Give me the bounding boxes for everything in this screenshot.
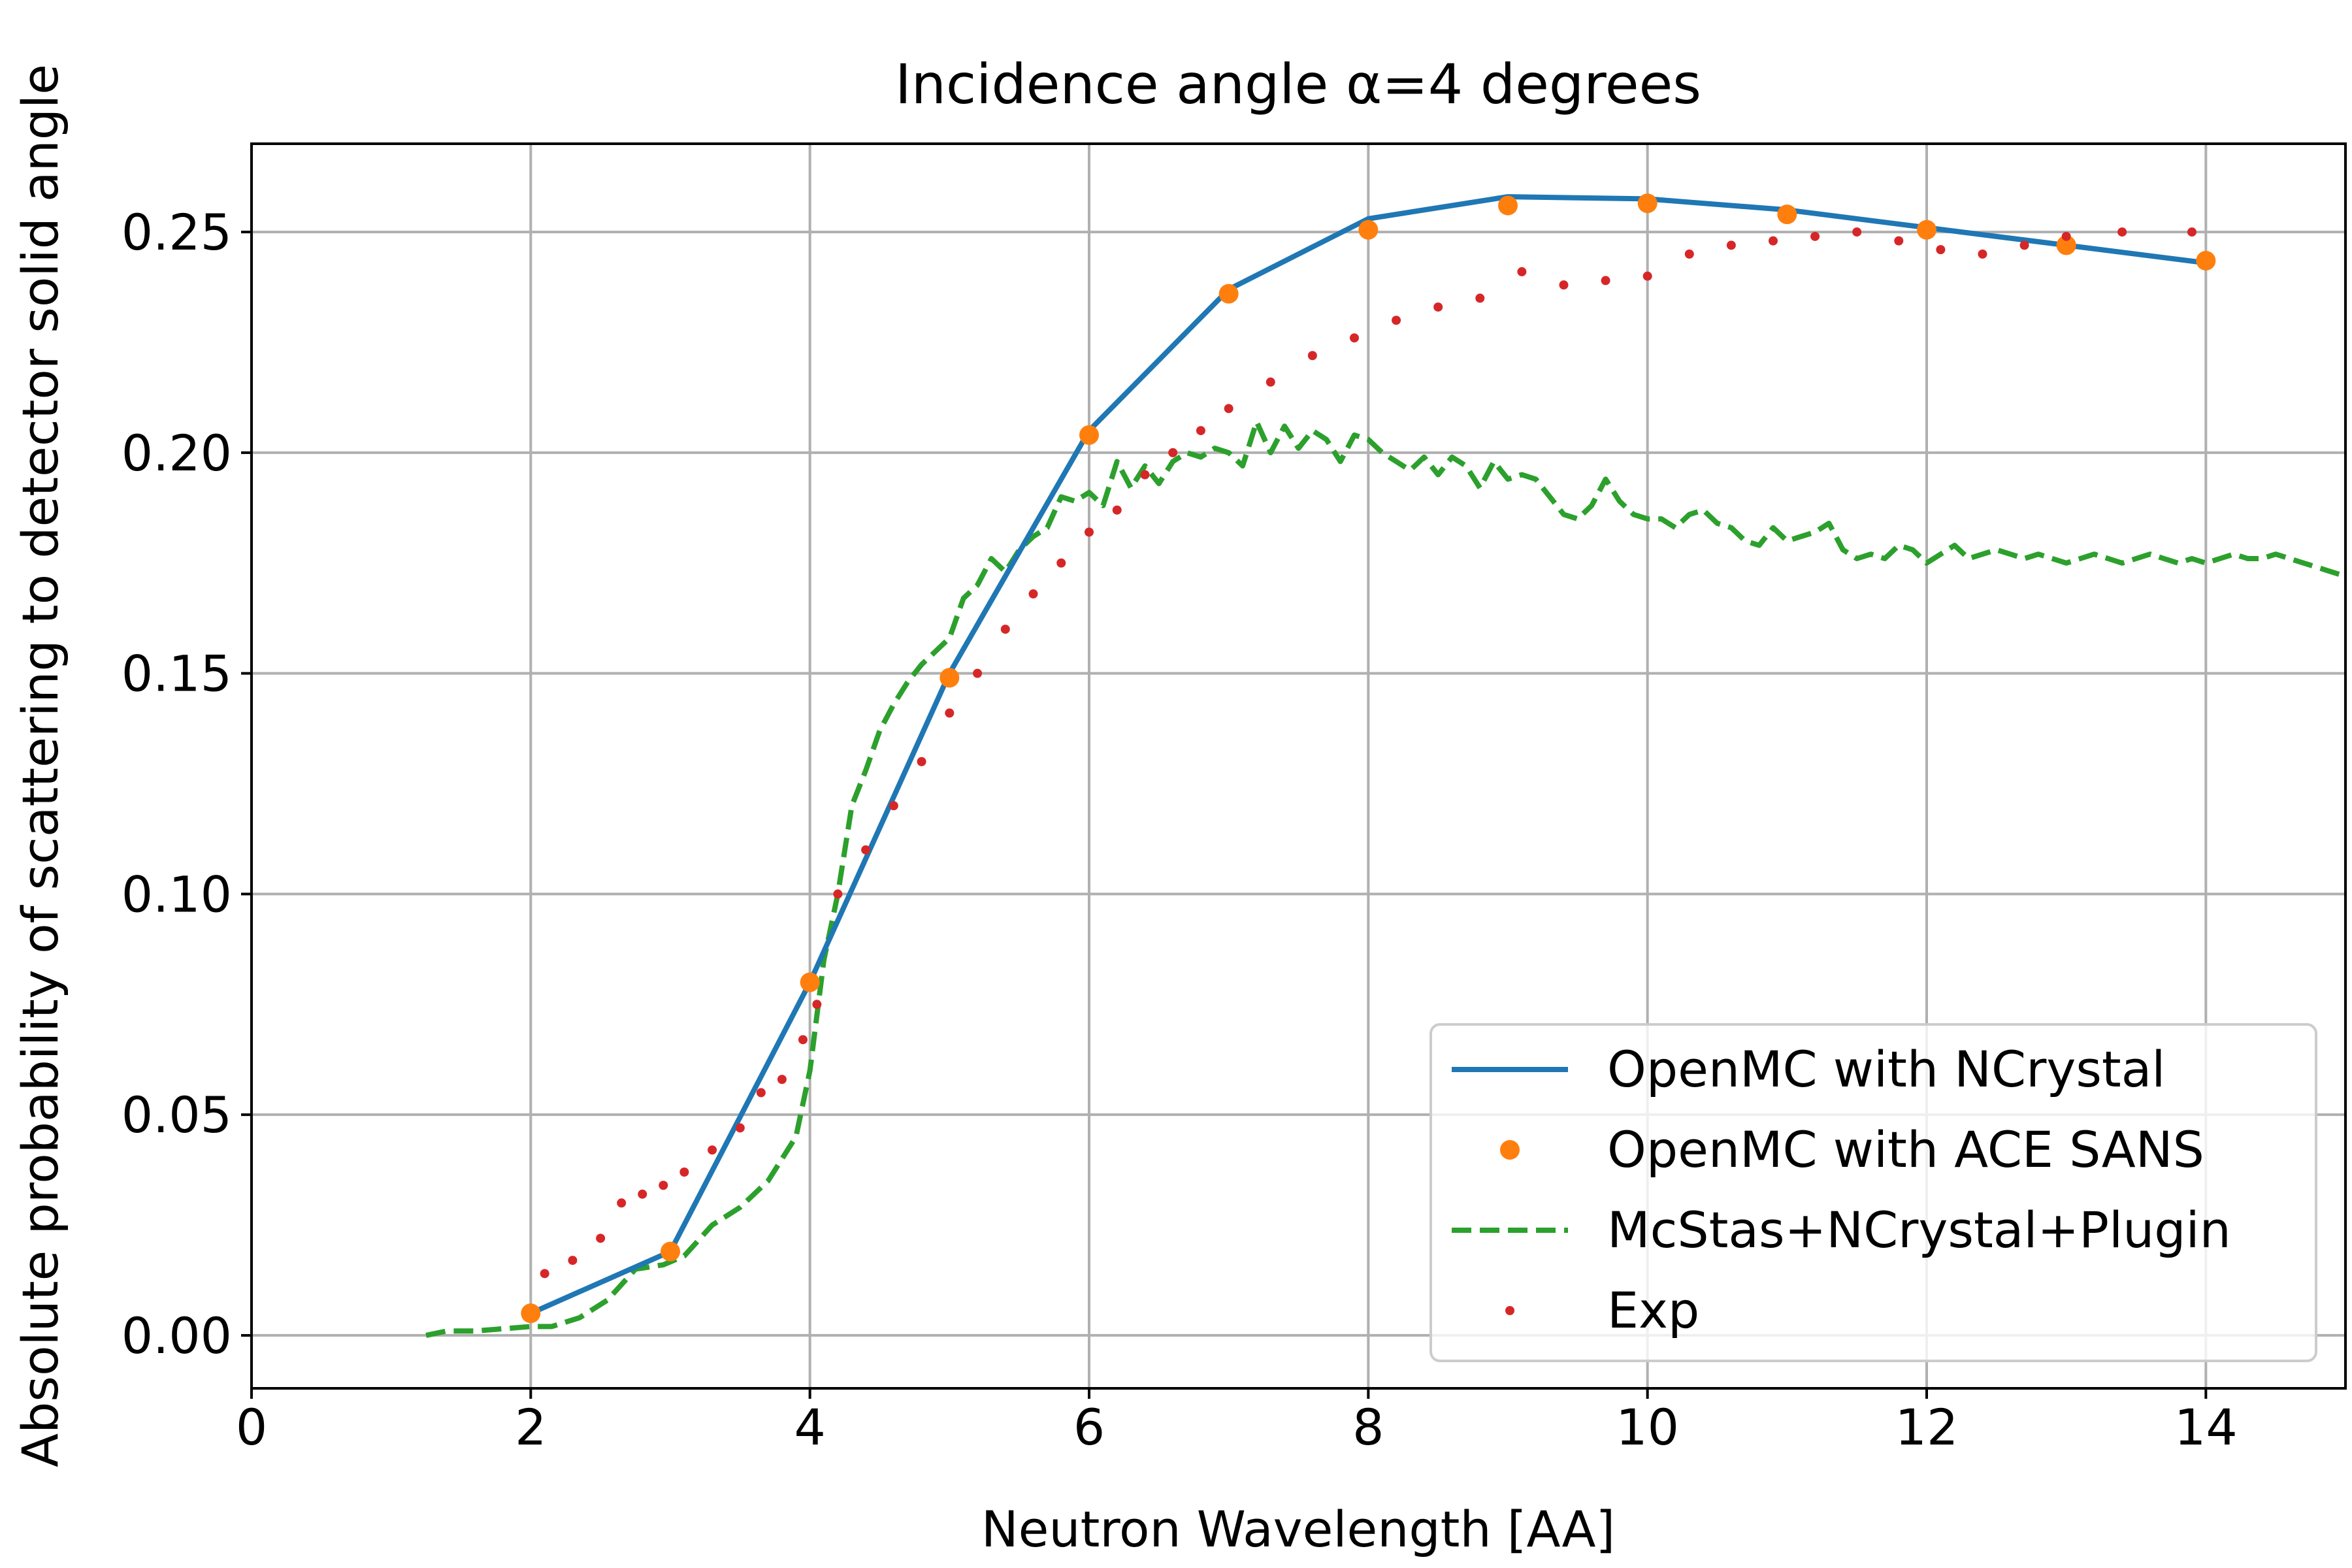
data-point-openmc-with-ace-sans: [1917, 220, 1936, 240]
data-point-exp: [1196, 426, 1205, 436]
y-tick-label: 0.05: [122, 1086, 232, 1144]
data-point-openmc-with-ace-sans: [939, 668, 960, 688]
legend-swatch-exp: [1505, 1306, 1514, 1315]
data-point-exp: [540, 1269, 549, 1279]
legend: OpenMC with NCrystal OpenMC with ACE SAN…: [1429, 1023, 2317, 1362]
data-point-exp: [1056, 558, 1066, 568]
data-point-exp: [756, 1088, 766, 1098]
data-point-exp: [1852, 227, 1862, 237]
data-point-exp: [1085, 527, 1094, 537]
data-point-openmc-with-ace-sans: [521, 1303, 541, 1324]
x-tick-label: 6: [1073, 1398, 1105, 1456]
data-point-openmc-with-ace-sans: [1079, 425, 1099, 445]
data-point-exp: [945, 708, 955, 718]
y-tick-label: 0.20: [122, 424, 232, 482]
data-point-exp: [1000, 625, 1010, 634]
data-point-exp: [1517, 267, 1527, 276]
data-point-exp: [1028, 589, 1038, 599]
data-point-exp: [638, 1189, 647, 1199]
x-tick-label: 2: [515, 1398, 546, 1456]
data-point-exp: [1140, 470, 1150, 480]
data-point-exp: [2019, 240, 2029, 250]
x-tick-label: 10: [1616, 1398, 1679, 1456]
data-point-exp: [889, 801, 898, 811]
y-tick-label: 0.00: [122, 1307, 232, 1365]
data-point-exp: [1168, 448, 1178, 457]
y-axis-label: Absolute probability of scattering to de…: [11, 64, 69, 1467]
data-point-openmc-with-ace-sans: [800, 972, 820, 992]
legend-frame: [1429, 1023, 2317, 1362]
data-point-exp: [1684, 249, 1694, 259]
x-axis-label: Neutron Wavelength [AA]: [981, 1500, 1615, 1558]
x-tick-label: 12: [1895, 1398, 1959, 1456]
data-point-exp: [1392, 316, 1401, 325]
x-tick-label: 4: [794, 1398, 825, 1456]
data-point-exp: [2117, 227, 2127, 237]
data-point-exp: [1726, 240, 1736, 250]
data-point-exp: [1266, 377, 1275, 387]
data-point-openmc-with-ace-sans: [2056, 235, 2076, 255]
data-point-exp: [1307, 351, 1317, 361]
data-point-exp: [861, 845, 871, 855]
data-point-openmc-with-ace-sans: [661, 1241, 680, 1262]
data-point-openmc-with-ace-sans: [1498, 195, 1518, 216]
x-tick-label: 0: [236, 1398, 267, 1456]
x-tick-label: 14: [2174, 1398, 2238, 1456]
data-point-exp: [1894, 236, 1904, 246]
data-point-exp: [1559, 280, 1569, 290]
chart-title: Incidence angle α=4 degrees: [895, 52, 1701, 116]
ticks: 0 2 4 6 8 10 12 14 0.00 0.05 0.10 0.15 0.20 0.25: [122, 203, 2238, 1456]
data-point-exp: [617, 1198, 627, 1208]
data-point-exp: [1112, 505, 1122, 515]
data-point-exp: [1810, 231, 1820, 241]
data-point-exp: [1224, 404, 1233, 414]
legend-label-exp: Exp: [1607, 1281, 1699, 1339]
data-point-exp: [1475, 293, 1485, 303]
y-tick-label: 0.15: [122, 645, 232, 703]
data-point-openmc-with-ace-sans: [1777, 204, 1797, 225]
data-point-exp: [1768, 236, 1778, 246]
data-point-openmc-with-ace-sans: [1358, 220, 1379, 240]
data-point-exp: [917, 757, 926, 766]
data-point-exp: [833, 889, 843, 899]
data-point-exp: [1936, 245, 1946, 255]
data-point-openmc-with-ace-sans: [1637, 193, 1658, 214]
data-point-openmc-with-ace-sans: [2196, 251, 2216, 271]
data-point-exp: [596, 1233, 606, 1243]
data-point-exp: [1349, 333, 1359, 343]
data-point-exp: [812, 1000, 822, 1009]
data-point-exp: [679, 1167, 689, 1177]
data-point-exp: [1642, 271, 1652, 281]
series-line-mcstas-ncrystal-plugin: [425, 419, 2345, 1338]
legend-swatch-openmc-ace-sans: [1500, 1140, 1520, 1160]
data-point-exp: [2061, 231, 2071, 241]
data-point-openmc-with-ace-sans: [1218, 284, 1239, 304]
y-tick-label: 0.25: [122, 203, 232, 261]
data-point-exp: [798, 1035, 808, 1045]
data-point-exp: [1601, 276, 1610, 286]
data-point-exp: [2187, 227, 2197, 237]
legend-label-openmc-ace-sans: OpenMC with ACE SANS: [1607, 1120, 2204, 1179]
legend-label-openmc-ncrystal: OpenMC with NCrystal: [1607, 1040, 2165, 1098]
data-point-exp: [1433, 302, 1443, 312]
data-point-exp: [708, 1145, 717, 1155]
x-tick-label: 8: [1352, 1398, 1384, 1456]
data-point-exp: [735, 1123, 745, 1133]
series-group: [425, 193, 2345, 1338]
data-point-exp: [973, 668, 983, 678]
series-layer: [425, 193, 2345, 1338]
legend-label-mcstas: McStas+NCrystal+Plugin: [1607, 1201, 2231, 1259]
axes-frame: [250, 142, 2347, 1390]
data-point-exp: [777, 1075, 787, 1085]
data-point-exp: [1978, 249, 1987, 259]
y-tick-label: 0.10: [122, 865, 232, 923]
data-point-exp: [659, 1181, 668, 1190]
data-point-exp: [568, 1256, 578, 1266]
